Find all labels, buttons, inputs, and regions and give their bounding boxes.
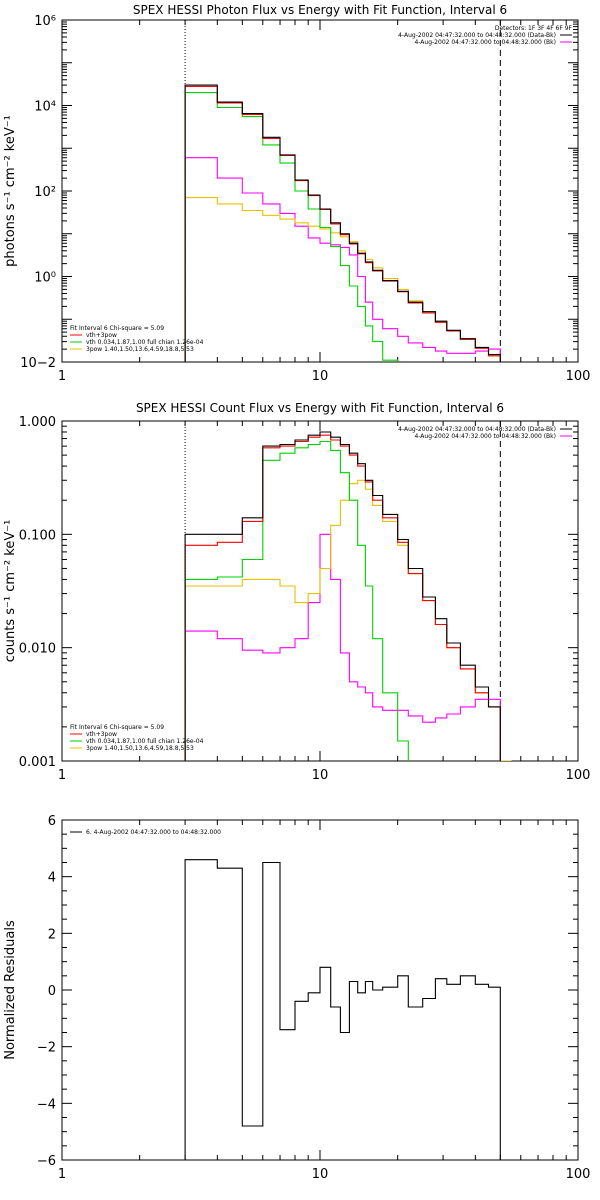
series-line	[184, 533, 501, 761]
legend-entry: 4-Aug-2002 04:47:32.000 to 04:48:32.000 …	[398, 32, 556, 39]
x-tick-label: 100	[566, 1167, 591, 1182]
y-tick-label: 10−2	[20, 356, 56, 371]
x-tick-label: 1	[58, 369, 66, 384]
y-tick-label: −2	[37, 1041, 56, 1056]
series-line	[184, 84, 501, 362]
y-tick-label: −4	[37, 1097, 56, 1112]
y-tick-label: 4	[48, 871, 56, 886]
legend-entry: 3pow 1.40,1.50,13.6,4.59,18.8,5.53	[86, 745, 194, 752]
x-tick-label: 10	[312, 768, 329, 783]
x-tick-label: 10	[312, 1167, 329, 1182]
y-tick-label: 10²	[34, 185, 56, 200]
series-line	[184, 431, 501, 761]
x-tick-label: 1	[58, 1167, 66, 1182]
y-tick-label: 10⁴	[34, 100, 56, 115]
series-line	[184, 859, 501, 1160]
y-tick-label: 2	[48, 927, 56, 942]
legend-entry: 3pow 1.40,1.50,13.6,4.59,18.8,5.53	[86, 346, 194, 353]
legend-entry: 4-Aug-2002 04:47:32.000 to 04:48:32.000 …	[414, 39, 556, 46]
legend-header: Fit Interval 6 Chi-square = 5.09	[70, 724, 164, 731]
y-tick-label: 0	[48, 984, 56, 999]
y-tick-label: 1.000	[19, 415, 56, 430]
legend-entry: vth 0.034,1.87,1.00 full chian 1.26e-04	[86, 738, 204, 745]
plot-frame	[61, 420, 579, 762]
x-tick-label: 1	[58, 768, 66, 783]
series-group	[184, 84, 501, 362]
series-line	[184, 434, 501, 761]
y-tick-label: 10⁰	[34, 271, 56, 286]
series-line	[184, 92, 399, 362]
series-line	[184, 197, 501, 362]
y-tick-label: −6	[37, 1154, 56, 1169]
chart-panel-2: SPEX HESSI Count Flux vs Energy with Fit…	[3, 401, 591, 783]
y-tick-label: 0.010	[19, 642, 56, 657]
legend-header: Detectors: 1F 3F 4F 6F 9F	[495, 25, 573, 32]
legend-entry: 4-Aug-2002 04:47:32.000 to 04:48:32.000 …	[398, 426, 556, 433]
legend-entry: 4-Aug-2002 04:47:32.000 to 04:48:32.000 …	[414, 433, 556, 440]
legend: 6. 4-Aug-2002 04:47:32.000 to 04:48:32.0…	[70, 829, 221, 836]
chart-panel-3: Normalized Residuals 1 10 100 −6 −4 −2 0 2 4 6 6. 4…	[3, 814, 590, 1182]
series-group	[184, 431, 512, 761]
y-tick-label: 6	[48, 814, 56, 829]
series-line	[184, 85, 501, 362]
legend-header: Fit Interval 6 Chi-square = 5.09	[70, 325, 164, 332]
legend: Detectors: 1F 3F 4F 6F 9F4-Aug-2002 04:4…	[70, 25, 573, 353]
series-group	[184, 859, 501, 1160]
chart-panel-1: SPEX HESSI Photon Flux vs Energy with Fi…	[3, 3, 591, 384]
plot-frame	[61, 19, 579, 363]
y-axis-label: photons s⁻¹ cm⁻² keV⁻¹	[3, 115, 18, 267]
x-tick-label: 10	[312, 369, 329, 384]
chart-title: SPEX HESSI Count Flux vs Energy with Fit…	[136, 401, 504, 415]
series-line	[184, 157, 501, 362]
x-tick-label: 100	[566, 369, 591, 384]
y-tick-label: 0.001	[19, 755, 56, 770]
y-axis-label: counts s⁻¹ cm⁻² keV⁻¹	[3, 520, 18, 663]
legend-entry: vth+3pow	[86, 731, 117, 738]
legend-entry: vth+3pow	[86, 332, 117, 339]
y-tick-label: 10⁶	[34, 14, 56, 29]
series-line	[184, 440, 409, 761]
plot-frame	[61, 819, 579, 1161]
y-axis-label: Normalized Residuals	[3, 920, 18, 1060]
legend-entry: 6. 4-Aug-2002 04:47:32.000 to 04:48:32.0…	[86, 829, 221, 836]
x-tick-label: 100	[566, 768, 591, 783]
legend-entry: vth 0.034,1.87,1.00 full chian 1.26e-04	[86, 339, 204, 346]
y-tick-label: 0.100	[19, 528, 56, 543]
chart-title: SPEX HESSI Photon Flux vs Energy with Fi…	[133, 3, 507, 17]
legend: 4-Aug-2002 04:47:32.000 to 04:48:32.000 …	[70, 426, 572, 752]
